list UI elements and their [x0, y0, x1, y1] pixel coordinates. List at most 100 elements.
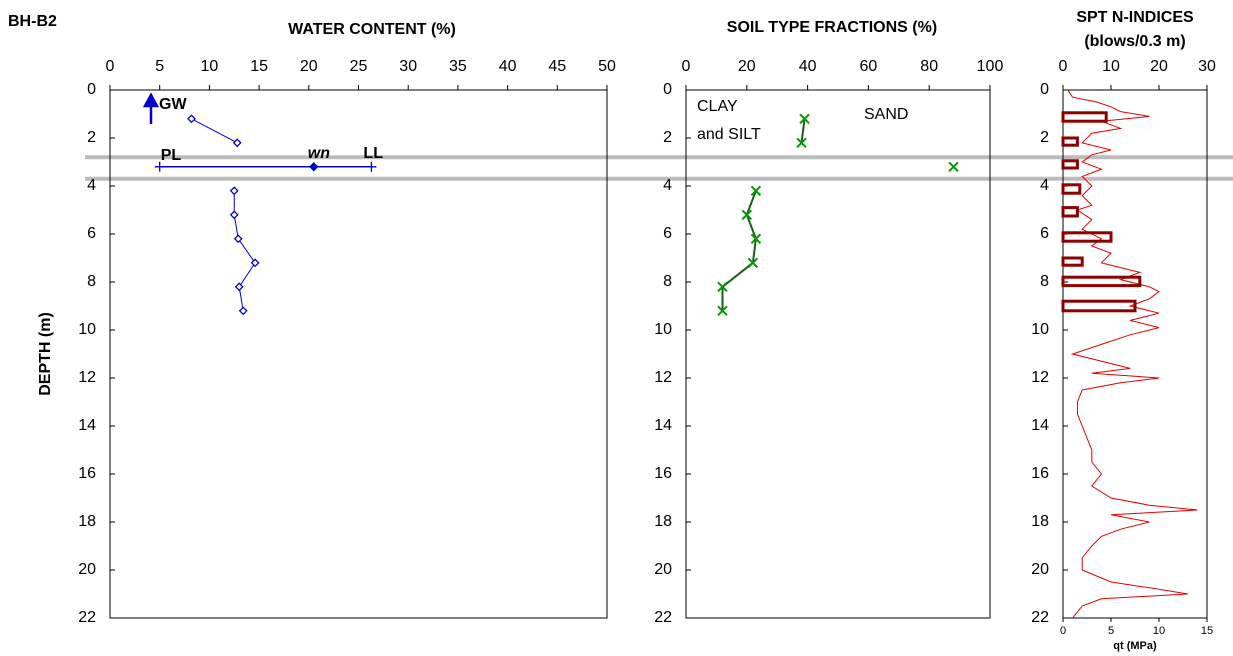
pl-label: PL [161, 147, 182, 164]
x-tick-label: 40 [799, 58, 817, 75]
x-tick-label: 60 [860, 58, 878, 75]
x-tick-label: 10 [201, 58, 219, 75]
x-tick-label: 80 [920, 58, 938, 75]
qt-tick-label: 0 [1060, 625, 1066, 637]
data-point [234, 282, 244, 292]
qt-tick-label: 15 [1201, 625, 1213, 637]
y-tick-label: 10 [654, 321, 672, 338]
data-point [238, 306, 248, 316]
data-line [800, 118, 806, 143]
x-tick-label: 100 [977, 58, 1004, 75]
y-tick-label: 22 [654, 609, 672, 626]
y-tick-label: 0 [1040, 81, 1049, 98]
panel-subtitle: (blows/0.3 m) [1084, 33, 1185, 50]
y-tick-label: 6 [663, 225, 672, 242]
spt-bar [1061, 136, 1079, 147]
atterberg-limit [366, 161, 377, 172]
y-tick-label: 18 [78, 513, 96, 530]
x-tick-label: 30 [399, 58, 417, 75]
x-tick-label: 45 [548, 58, 566, 75]
y-tick-label: 22 [1031, 609, 1049, 626]
qt-axis-label: qt (MPa) [1113, 640, 1157, 652]
data-point [747, 257, 759, 269]
data-point [948, 161, 959, 173]
plot-area [109, 89, 608, 619]
y-tick-label: 2 [87, 129, 96, 146]
spt-bar [1061, 299, 1137, 313]
x-tick-label: 20 [300, 58, 318, 75]
y-tick-label: 0 [87, 81, 96, 98]
y-tick-label: 16 [1031, 465, 1049, 482]
y-tick-label: 20 [1031, 561, 1049, 578]
x-tick-label: 30 [1198, 58, 1216, 75]
x-tick-label: 35 [449, 58, 467, 75]
x-tick-label: 25 [350, 58, 368, 75]
panel-title: SOIL TYPE FRACTIONS (%) [727, 19, 937, 36]
spt-bar [1061, 231, 1113, 243]
cpt-line [1067, 89, 1198, 619]
y-tick-label: 16 [654, 465, 672, 482]
data-point [229, 210, 239, 220]
data-point [229, 186, 239, 196]
x-tick-label: 20 [738, 58, 756, 75]
spt-bar [1061, 183, 1082, 195]
groundwater-arrow [142, 92, 160, 124]
y-tick-label: 2 [663, 129, 672, 146]
spt-bar [1061, 206, 1079, 218]
y-tick-label: 6 [87, 225, 96, 242]
soil-label: CLAY [697, 98, 738, 115]
data-point [233, 234, 243, 244]
data-line [191, 118, 238, 144]
x-tick-label: 0 [682, 58, 691, 75]
y-tick-label: 16 [78, 465, 96, 482]
data-point [750, 233, 762, 245]
y-tick-label: 10 [1031, 321, 1049, 338]
y-tick-label: 14 [654, 417, 672, 434]
x-tick-label: 20 [1150, 58, 1168, 75]
y-tick-label: 18 [654, 513, 672, 530]
y-tick-label: 4 [1040, 177, 1049, 194]
x-tick-label: 10 [1102, 58, 1120, 75]
data-point [187, 114, 196, 124]
y-tick-label: 8 [663, 273, 672, 290]
y-tick-label: 6 [1040, 225, 1049, 242]
y-tick-label: 20 [78, 561, 96, 578]
spt-bar [1061, 159, 1079, 170]
y-axis-label: DEPTH (m) [37, 312, 54, 396]
y-tick-label: 2 [1040, 129, 1049, 146]
y-tick-label: 22 [78, 609, 96, 626]
y-tick-label: 18 [1031, 513, 1049, 530]
x-tick-label: 15 [250, 58, 268, 75]
y-tick-label: 12 [78, 369, 96, 386]
y-tick-label: 4 [87, 177, 96, 194]
data-line [233, 190, 256, 311]
panel-title: WATER CONTENT (%) [288, 21, 456, 38]
soil-label: and SILT [697, 126, 761, 143]
y-tick-label: 4 [663, 177, 672, 194]
data-point [250, 258, 260, 268]
data-point [717, 281, 728, 293]
spt-bar [1061, 275, 1142, 288]
data-point [799, 113, 810, 125]
data-point [796, 137, 807, 149]
y-tick-label: 8 [87, 273, 96, 290]
data-point [717, 305, 728, 317]
water-content-point [309, 162, 319, 172]
qt-tick-label: 10 [1153, 625, 1165, 637]
plot-area [1062, 89, 1208, 619]
x-tick-label: 5 [155, 58, 164, 75]
data-point [232, 138, 242, 148]
y-tick-label: 0 [663, 81, 672, 98]
spt-bar [1061, 256, 1084, 267]
y-tick-label: 14 [1031, 417, 1049, 434]
spt-bar [1061, 111, 1108, 123]
data-point [741, 209, 753, 221]
y-tick-label: 20 [654, 561, 672, 578]
y-tick-label: 8 [1040, 273, 1049, 290]
x-tick-label: 0 [106, 58, 115, 75]
y-tick-label: 12 [654, 369, 672, 386]
x-tick-label: 0 [1059, 58, 1068, 75]
y-tick-label: 10 [78, 321, 96, 338]
y-tick-label: 14 [78, 417, 96, 434]
data-point [750, 185, 762, 197]
